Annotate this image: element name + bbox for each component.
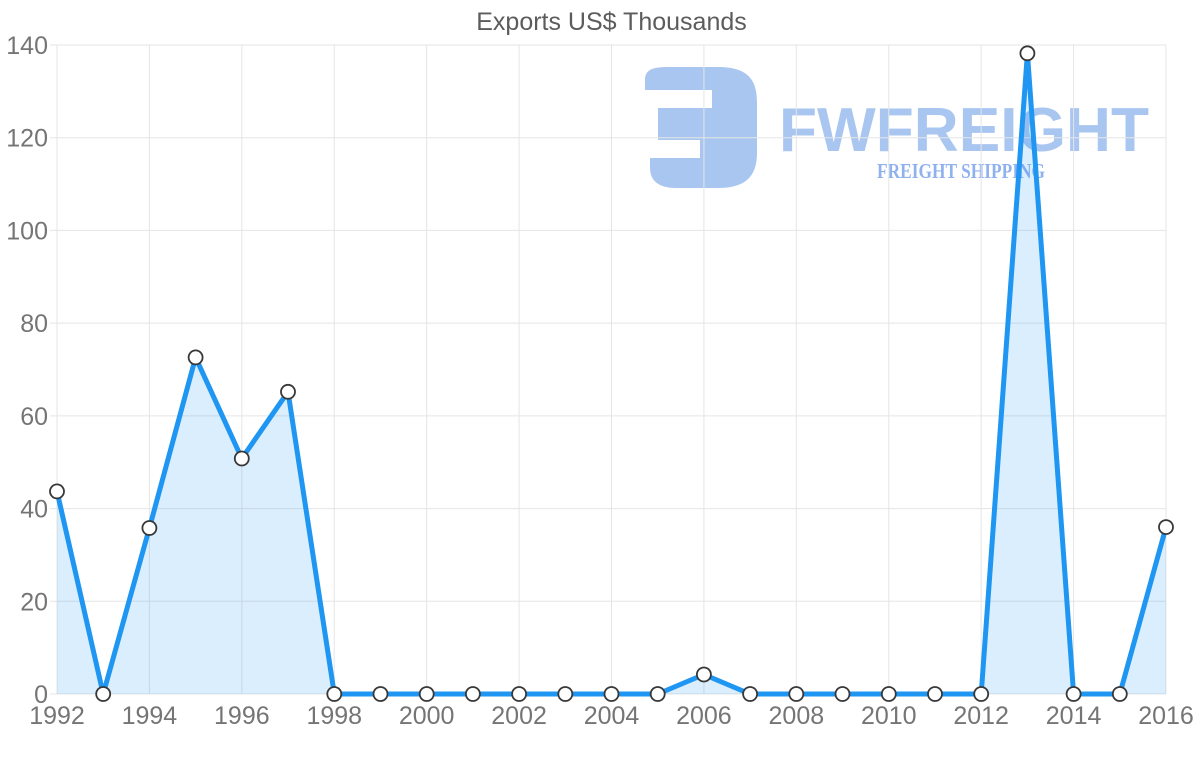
watermark: FWFREIGHT FREIGHT SHIPPING [645, 67, 1149, 188]
data-point-2012[interactable] [973, 686, 990, 702]
data-point-1994[interactable] [141, 520, 158, 536]
data-point-1998[interactable] [326, 686, 343, 702]
data-point-2013[interactable] [1019, 45, 1036, 62]
x-axis-tick-label: 2008 [769, 702, 825, 730]
data-point-2009[interactable] [834, 686, 851, 702]
series-area-fill [57, 53, 1166, 695]
y-axis-tick-label: 60 [20, 403, 48, 431]
x-axis-tick-label: 2000 [399, 702, 455, 730]
data-point-1997[interactable] [280, 383, 296, 400]
x-axis-tick-label: 2002 [491, 702, 547, 730]
data-point-2010[interactable] [880, 686, 897, 702]
x-axis-tick-label: 2006 [676, 702, 732, 730]
y-axis-tick-label: 120 [6, 125, 48, 153]
y-axis-tick-label: 20 [20, 588, 48, 616]
x-axis-tick-label: 1998 [306, 702, 362, 730]
fwfreight-logo-icon [645, 67, 757, 188]
data-point-1995[interactable] [187, 349, 204, 366]
y-axis-tick-label: 140 [6, 32, 48, 60]
data-point-2001[interactable] [464, 686, 481, 702]
data-point-1992[interactable] [49, 483, 65, 500]
data-point-2015[interactable] [1111, 686, 1128, 702]
data-point-2014[interactable] [1065, 686, 1082, 702]
data-point-2000[interactable] [418, 686, 435, 702]
data-point-2004[interactable] [603, 686, 620, 702]
data-point-2007[interactable] [742, 686, 758, 702]
x-axis-tick-label: 1992 [29, 702, 85, 730]
data-point-2006[interactable] [696, 666, 712, 683]
y-axis-tick-label: 40 [20, 496, 48, 524]
data-point-1999[interactable] [372, 686, 389, 702]
data-point-2008[interactable] [788, 686, 805, 702]
watermark-brand-text: FWFREIGHT [779, 96, 1149, 165]
x-axis-tick-label: 2012 [953, 702, 1009, 730]
x-axis-tick-label: 1994 [122, 702, 178, 730]
data-point-2002[interactable] [511, 686, 527, 702]
y-axis-tick-label: 80 [20, 310, 48, 338]
x-axis-tick-label: 2016 [1138, 702, 1194, 730]
chart-title: Exports US$ Thousands [476, 8, 747, 36]
x-axis-tick-label: 2010 [861, 702, 917, 730]
x-axis-tick-label: 2014 [1046, 702, 1102, 730]
data-point-2005[interactable] [649, 686, 666, 702]
data-point-2011[interactable] [927, 686, 943, 702]
y-axis-tick-label: 100 [6, 217, 48, 245]
x-axis-tick-label: 2004 [584, 702, 640, 730]
y-axis-tick-label: 0 [34, 681, 48, 709]
data-point-2016[interactable] [1158, 519, 1174, 535]
data-point-1993[interactable] [95, 686, 112, 702]
data-point-1996[interactable] [233, 450, 250, 467]
data-point-2003[interactable] [557, 686, 574, 702]
x-axis-tick-label: 1996 [214, 702, 270, 730]
